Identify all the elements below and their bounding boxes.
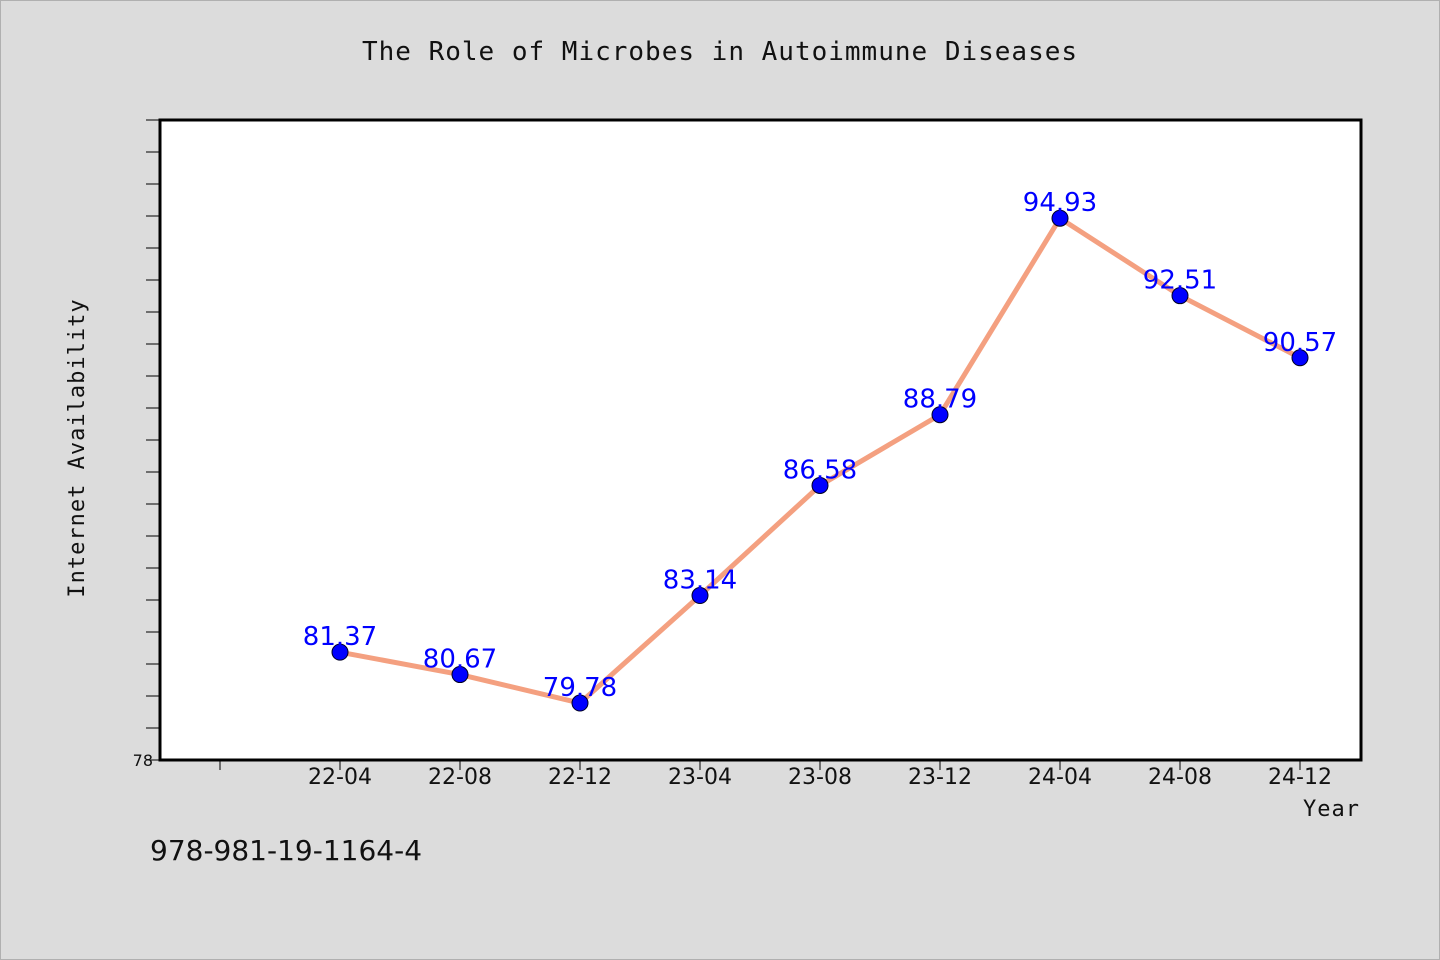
y-tick-label-min: 78 [133,751,153,770]
y-axis-ticks [146,119,160,761]
data-point [571,694,589,712]
data-point [1291,349,1309,367]
data-point [691,587,709,605]
data-point [1171,287,1189,305]
data-label: 94.93 [1023,188,1097,218]
data-point [451,666,469,684]
data-point [1051,209,1069,227]
isbn-text: 978-981-19-1164-4 [150,834,423,867]
plot-area [158,118,1363,762]
x-axis-label: Year [1303,797,1360,822]
x-tick-label: 22-12 [548,765,612,790]
data-point [331,643,349,661]
data-label: 80.67 [423,645,497,675]
data-label: 83.14 [663,566,737,596]
data-point [811,476,829,494]
x-tick-label: 23-04 [668,765,732,790]
x-axis-ticks: 22-04 22-08 22-12 23-04 23-08 23-12 24-04 24-08… [219,760,1332,790]
data-label: 79.78 [543,673,617,703]
data-label: 81.37 [303,622,377,652]
chart-title: The Role of Microbes in Autoimmune Disea… [362,37,1078,67]
y-axis-label: Internet Availability [65,298,90,597]
x-tick-label: 22-04 [308,765,372,790]
data-label: 88.79 [903,385,977,415]
x-tick-label: 22-08 [428,765,492,790]
x-tick-label: 23-08 [788,765,852,790]
x-tick-label: 24-12 [1268,765,1332,790]
data-labels: 81.37 80.67 79.78 83.14 86.58 88.79 94.93 92.51… [303,188,1337,703]
series-markers [331,209,1309,712]
data-label: 92.51 [1143,266,1217,296]
x-tick-label: 24-08 [1148,765,1212,790]
x-tick-label: 24-04 [1028,765,1092,790]
x-tick-label: 23-12 [908,765,972,790]
data-point [931,406,949,424]
data-label: 86.58 [783,455,857,485]
data-label: 90.57 [1263,328,1337,358]
